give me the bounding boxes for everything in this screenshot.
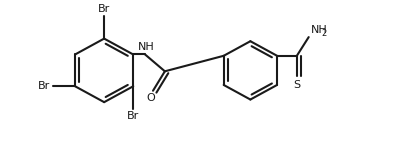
Text: S: S	[293, 80, 300, 90]
Text: Br: Br	[38, 81, 51, 91]
Text: O: O	[146, 93, 155, 103]
Text: NH: NH	[311, 25, 328, 35]
Text: Br: Br	[127, 111, 139, 121]
Text: NH: NH	[138, 42, 154, 52]
Text: 2: 2	[322, 29, 327, 38]
Text: Br: Br	[98, 4, 110, 14]
